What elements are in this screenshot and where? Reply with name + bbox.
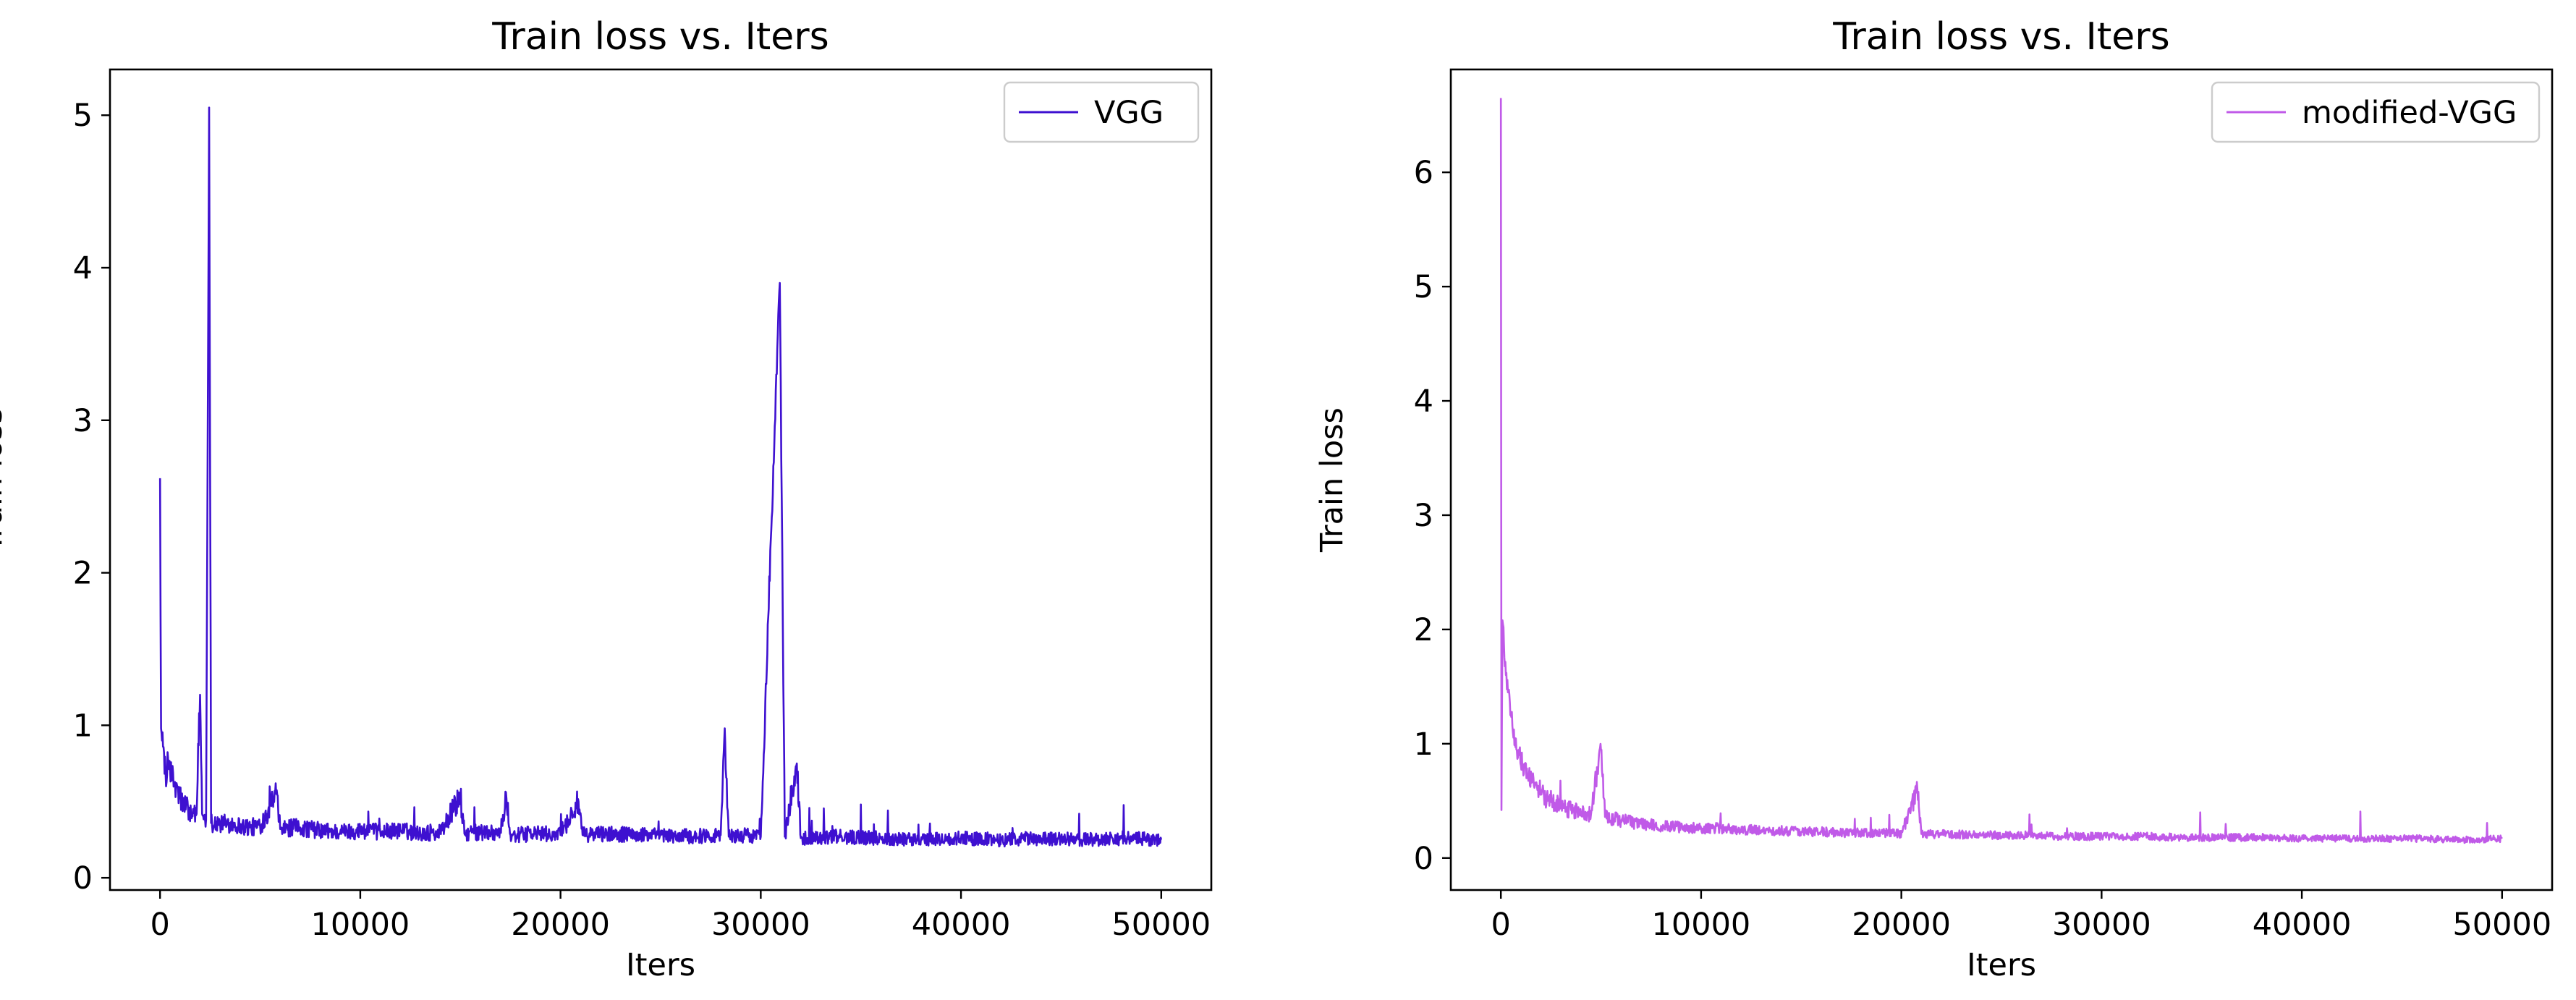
y-tick-label: 1 <box>73 708 93 744</box>
x-tick-label: 10000 <box>311 907 410 943</box>
x-tick-label: 0 <box>1491 907 1511 943</box>
y-tick-label: 5 <box>1414 269 1433 305</box>
y-tick-label: 3 <box>73 403 93 439</box>
left-chart-panel: Train loss vs. Iters 0 10000 20000 30000 4000… <box>0 15 1213 983</box>
y-tick-label: 6 <box>1414 155 1433 191</box>
right-chart-panel: Train loss vs. Iters 0 10000 20000 30000 4000… <box>1314 15 2554 983</box>
x-tick-label: 20000 <box>1852 907 1951 943</box>
y-tick-label: 2 <box>1414 612 1433 648</box>
legend: modified-VGG <box>2211 81 2541 143</box>
x-tick-label: 10000 <box>1652 907 1751 943</box>
x-tick-label: 50000 <box>1111 907 1211 943</box>
y-tick-label: 3 <box>1414 498 1433 534</box>
series-line-VGG <box>158 106 1163 848</box>
x-tick-label: 20000 <box>511 907 610 943</box>
chart-title: Train loss vs. Iters <box>491 15 829 59</box>
legend-box <box>1003 81 1200 143</box>
y-tick-label: 0 <box>73 860 93 897</box>
x-tick-label: 30000 <box>711 907 810 943</box>
x-tick-label: 30000 <box>2052 907 2151 943</box>
y-tick-label: 2 <box>73 556 93 592</box>
y-axis-label: Train loss <box>0 407 9 553</box>
y-tick-label: 4 <box>73 250 93 287</box>
y-tick-label: 0 <box>1414 841 1433 877</box>
y-tick-label: 5 <box>73 98 93 134</box>
x-tick-label: 50000 <box>2452 907 2551 943</box>
legend-box <box>2211 81 2541 143</box>
plot-frame <box>109 68 1213 891</box>
y-tick-label: 1 <box>1414 726 1433 763</box>
plot-area <box>1451 69 2552 890</box>
legend: VGG <box>1003 81 1200 143</box>
x-tick-label: 0 <box>151 907 170 943</box>
series-line-modified-VGG <box>1499 98 2503 844</box>
plot-frame <box>1449 68 2554 891</box>
x-axis-label: Iters <box>1967 947 2036 983</box>
y-tick-label: 4 <box>1414 384 1433 420</box>
x-tick-label: 40000 <box>912 907 1011 943</box>
x-axis-label: Iters <box>626 947 695 983</box>
legend-label: modified-VGG <box>2302 95 2517 131</box>
y-axis-label: Train loss <box>1314 407 1350 553</box>
plot-area <box>110 69 1211 890</box>
chart-title: Train loss vs. Iters <box>1832 15 2169 59</box>
x-tick-label: 40000 <box>2253 907 2352 943</box>
legend-label: VGG <box>1094 95 1164 131</box>
